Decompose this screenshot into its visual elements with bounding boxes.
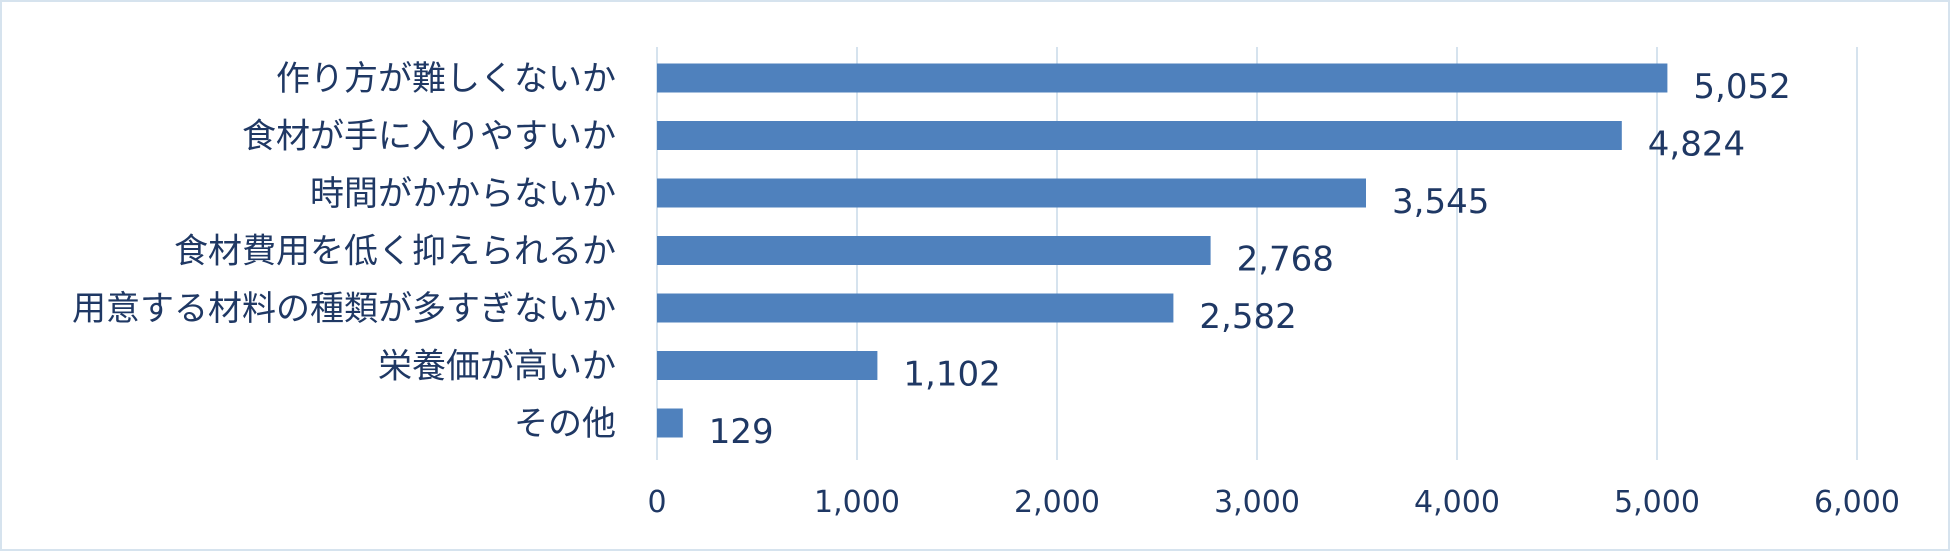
bar (657, 351, 878, 380)
category-label: 時間がかからないか (310, 174, 616, 214)
category-label: 用意する材料の種類が多すぎないか (72, 289, 616, 329)
x-tick-label: 1,000 (814, 485, 900, 520)
data-label: 2,768 (1237, 240, 1334, 280)
x-tick-label: 6,000 (1814, 485, 1900, 520)
category-label: 食材が手に入りやすいか (242, 117, 616, 157)
data-label: 129 (709, 412, 774, 452)
bars (657, 63, 1668, 438)
bar (657, 293, 1174, 323)
x-tick-label: 0 (647, 485, 666, 520)
x-tick-label: 4,000 (1414, 485, 1500, 520)
bar (657, 236, 1211, 265)
data-label: 2,582 (1199, 297, 1296, 337)
bar (657, 121, 1622, 150)
bar (657, 63, 1668, 93)
data-labels: 5,052 4,824 3,545 2,768 2,582 1,102 129 (709, 67, 1791, 452)
x-tick-label: 3,000 (1214, 485, 1300, 520)
data-label: 3,545 (1392, 182, 1489, 222)
data-label: 4,824 (1648, 125, 1745, 165)
category-label: その他 (514, 404, 616, 444)
category-labels: 作り方が難しくないか食材が手に入りやすいか時間がかからないか食材費用を低く抑えら… (72, 59, 616, 444)
category-label: 作り方が難しくないか (276, 59, 616, 99)
data-label: 1,102 (903, 355, 1000, 395)
category-label: 栄養価が高いか (378, 347, 616, 387)
bar (657, 178, 1366, 208)
x-axis-tick-labels: 0 1,000 2,000 3,000 4,000 5,000 6,000 (647, 485, 1899, 520)
x-tick-label: 2,000 (1014, 485, 1100, 520)
category-label: 食材費用を低く抑えられるか (174, 232, 616, 272)
x-tick-label: 5,000 (1614, 485, 1700, 520)
bar (657, 408, 683, 438)
data-label: 5,052 (1693, 67, 1790, 107)
